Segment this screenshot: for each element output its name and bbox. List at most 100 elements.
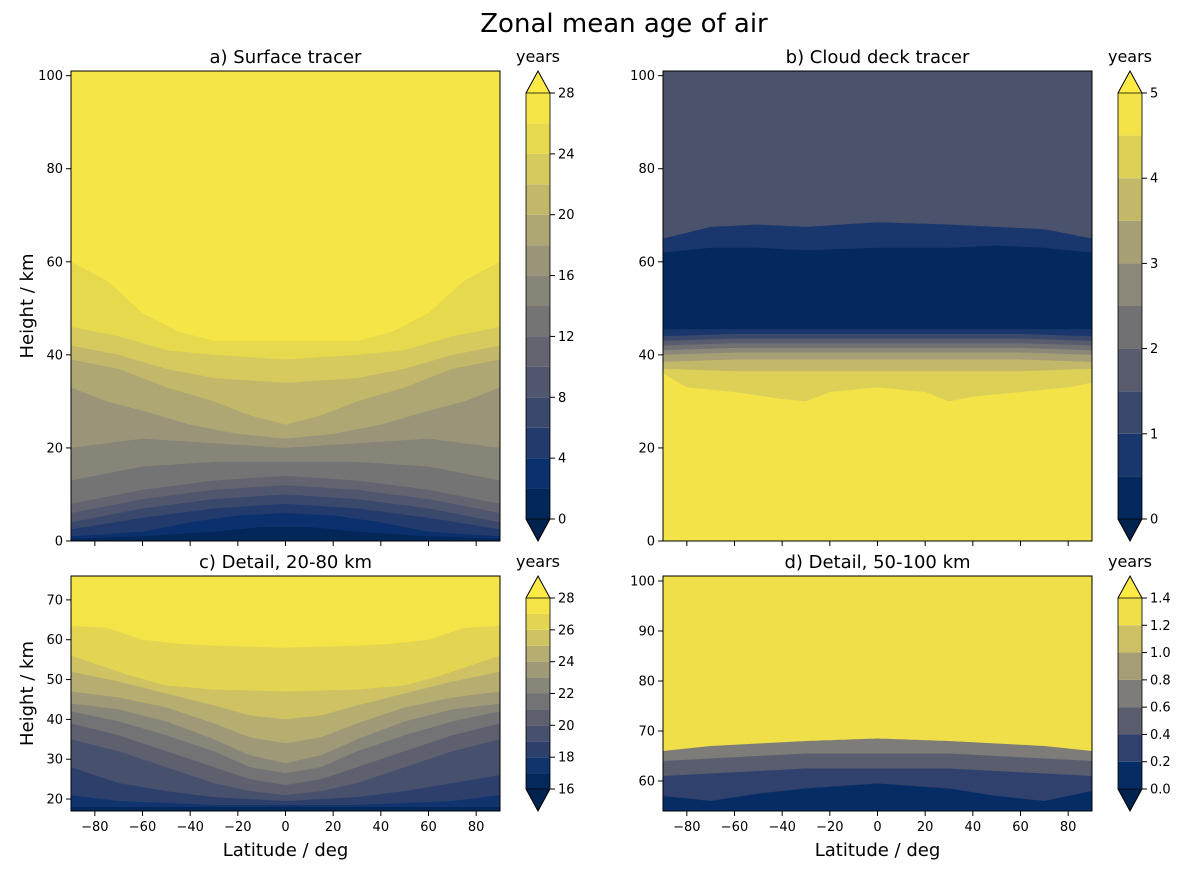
colorbar-label: years (516, 552, 560, 571)
colorbar-tick-label: 20 (558, 208, 575, 223)
y-tick-label: 70 (46, 593, 63, 608)
colorbar-extend-max (1117, 575, 1143, 599)
colorbar-band (1118, 761, 1142, 789)
contour-fills (663, 576, 1092, 811)
x-tick-label: 80 (1060, 820, 1077, 835)
colorbar-band (526, 598, 550, 614)
colorbar-band (526, 123, 550, 154)
x-tick-label: 80 (468, 820, 485, 835)
colorbar-label: years (1108, 47, 1152, 66)
panel-title: d) Detail, 50-100 km (784, 552, 970, 573)
colorbar-tick-label: 22 (558, 687, 575, 702)
panel-title: a) Surface tracer (210, 47, 363, 68)
colorbar-band (1118, 263, 1142, 306)
colorbar-band (1118, 348, 1142, 392)
colorbar-extend-max (1117, 70, 1143, 94)
x-tick-label: 60 (420, 820, 437, 835)
colorbar-tick-label: 28 (558, 87, 575, 102)
x-tick-label: −60 (721, 820, 748, 835)
panel-c: c) Detail, 20-80 km −80 −60 −40 −20 0 20 40 60 80… (17, 552, 575, 861)
colorbar-band (1118, 306, 1142, 349)
colorbar-extend-min (525, 788, 551, 812)
colorbar-tick-label: 3 (1150, 257, 1158, 272)
colorbar-tick-label: 16 (558, 783, 575, 798)
colorbar-band (526, 645, 550, 662)
x-tick-label: −40 (768, 820, 795, 835)
x-tick-label: −20 (816, 820, 843, 835)
colorbar: 0 1 2 3 4 5 years (1108, 47, 1158, 542)
contour-band (71, 807, 500, 811)
colorbar-extend-max (525, 70, 551, 94)
y-tick-label: 20 (46, 441, 63, 456)
x-tick-label: 40 (373, 820, 390, 835)
colorbar-band (526, 709, 550, 726)
colorbar-tick-label: 0.2 (1150, 755, 1171, 770)
panel-title: c) Detail, 20-80 km (199, 552, 372, 573)
y-tick-label: 20 (46, 793, 63, 808)
colorbar-tick-label: 24 (558, 147, 575, 162)
panel-d: d) Detail, 50-100 km −80 −60 −40 −20 0 20 40 60 8… (630, 552, 1171, 861)
x-tick-label: −40 (176, 820, 203, 835)
colorbar: 0 4 8 12 16 20 24 28 years (516, 47, 575, 542)
y-tick-label: 30 (46, 753, 63, 768)
colorbar-tick-label: 0 (1150, 513, 1158, 528)
colorbar-tick-label: 5 (1150, 87, 1158, 102)
figure-title: Zonal mean age of air (480, 9, 768, 39)
colorbar: 0.0 0.2 0.4 0.6 0.8 1.0 1.2 1.4 years (1108, 552, 1171, 812)
colorbar-label: years (516, 47, 560, 66)
colorbar-tick-label: 0.4 (1150, 728, 1171, 743)
colorbar-tick-label: 0.0 (1150, 783, 1171, 798)
y-tick-label: 0 (55, 535, 63, 550)
x-axis-label: Latitude / deg (223, 840, 349, 861)
y-tick-label: 60 (46, 255, 63, 270)
colorbar-extend-max (525, 575, 551, 599)
colorbar-band (1118, 93, 1142, 136)
colorbar-band (526, 336, 550, 367)
colorbar-tick-label: 0 (558, 513, 566, 528)
y-tick-label: 80 (638, 162, 655, 177)
y-tick-label: 70 (638, 725, 655, 740)
colorbar-band (526, 93, 550, 124)
contour-band (663, 783, 1092, 811)
colorbar-band (526, 488, 550, 519)
x-tick-label: −80 (81, 820, 108, 835)
y-tick-label: 40 (46, 348, 63, 363)
colorbar-band (526, 693, 550, 710)
colorbar-tick-label: 16 (558, 269, 575, 284)
colorbar-tick-label: 1.4 (1150, 592, 1171, 607)
y-axis-label: Height / km (17, 641, 38, 746)
x-tick-label: −80 (673, 820, 700, 835)
colorbar-band (526, 629, 550, 646)
x-tick-label: 20 (917, 820, 934, 835)
colorbar-tick-label: 8 (558, 391, 566, 406)
y-tick-label: 90 (638, 625, 655, 640)
colorbar-tick-label: 1.0 (1150, 646, 1171, 661)
colorbar-tick-label: 18 (558, 751, 575, 766)
contour-fills (71, 576, 500, 811)
colorbar-band (1118, 476, 1142, 519)
y-tick-label: 40 (46, 713, 63, 728)
colorbar-band (526, 397, 550, 428)
y-tick-label: 100 (630, 575, 655, 590)
colorbar-band (526, 661, 550, 678)
colorbar-band (526, 677, 550, 694)
y-tick-label: 40 (638, 348, 655, 363)
colorbar-band (526, 725, 550, 742)
colorbar-band (526, 427, 550, 459)
x-axis-label: Latitude / deg (815, 840, 941, 861)
colorbar-tick-label: 1 (1150, 427, 1158, 442)
colorbar-band (526, 458, 550, 489)
colorbar-band (526, 275, 550, 306)
x-tick-label: 20 (325, 820, 342, 835)
y-tick-label: 50 (46, 673, 63, 688)
colorbar-band (1118, 679, 1142, 708)
colorbar-band (1118, 652, 1142, 680)
y-axis-label: Height / km (17, 254, 38, 359)
y-tick-label: 100 (38, 69, 63, 84)
colorbar-band (1118, 598, 1142, 626)
colorbar-band (526, 245, 550, 276)
colorbar-band (1118, 178, 1142, 221)
y-tick-label: 60 (638, 775, 655, 790)
colorbar-tick-label: 4 (1150, 172, 1158, 187)
